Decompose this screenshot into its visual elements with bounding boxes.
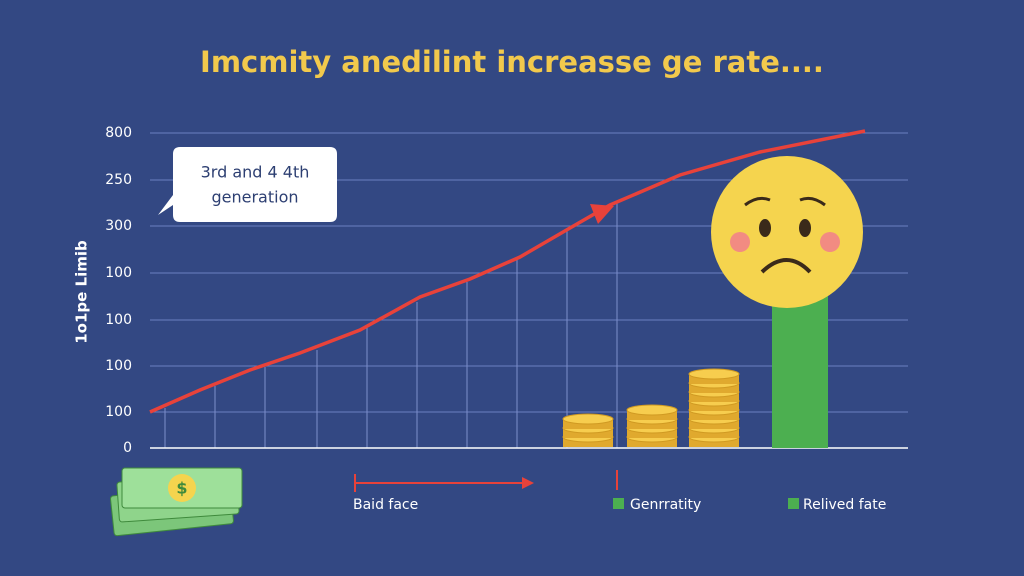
- legend-label: Genrratity: [630, 497, 701, 513]
- sad-face: [711, 156, 863, 308]
- money-icon: $: [110, 467, 243, 537]
- legend-swatch: [613, 498, 624, 509]
- coin: [688, 368, 740, 380]
- y-tick-label: 250: [105, 172, 132, 188]
- y-tick-label: 100: [105, 312, 132, 328]
- legend-swatch: [788, 498, 799, 509]
- legend-label: Baid face: [353, 497, 418, 513]
- callout: 3rd and 4 4th generation: [158, 147, 337, 222]
- y-tick-label: 0: [123, 440, 132, 456]
- y-tick-label: 800: [105, 125, 132, 141]
- callout-line: generation: [211, 188, 298, 207]
- y-axis: 800 250 300 100 100 100 100 0: [105, 125, 908, 456]
- svg-text:$: $: [176, 479, 187, 498]
- y-tick-label: 300: [105, 218, 132, 234]
- y-tick-label: 100: [105, 358, 132, 374]
- green-bar: [772, 290, 828, 448]
- callout-line: 3rd and 4 4th: [201, 163, 310, 182]
- y-axis-label: 1o1pe Limib: [73, 240, 91, 344]
- trend-line: [149, 129, 866, 414]
- y-tick-label: 100: [105, 265, 132, 281]
- legend-label: Relived fate: [803, 497, 886, 513]
- title: Imcmity anedilint increasse ge rate....: [200, 45, 824, 79]
- coin: [626, 404, 678, 416]
- coin-stacks: [562, 368, 740, 447]
- coin: [562, 413, 614, 425]
- legend-arrow: [522, 477, 534, 489]
- arrow-head: [590, 204, 614, 224]
- vertical-lines: [164, 202, 618, 448]
- y-tick-label: 100: [105, 404, 132, 420]
